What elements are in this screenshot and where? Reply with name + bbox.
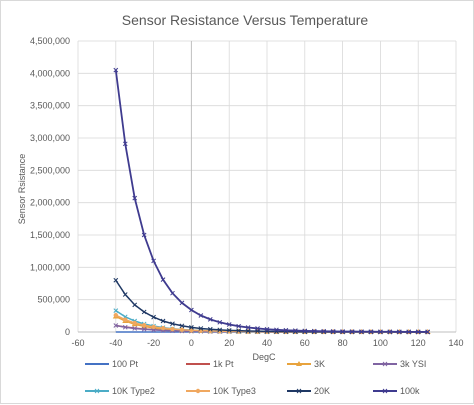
data-point bbox=[133, 303, 137, 307]
x-tick-label: 120 bbox=[411, 338, 426, 348]
y-tick-label: 3,000,000 bbox=[30, 133, 70, 143]
series-100k bbox=[114, 68, 430, 334]
chart-title: Sensor Resistance Versus Temperature bbox=[122, 12, 369, 28]
y-tick-label: 4,000,000 bbox=[30, 68, 70, 78]
y-axis-label: Sensor Rsistance bbox=[17, 154, 27, 225]
x-tick-label: 60 bbox=[300, 338, 310, 348]
legend-item: 10K Type3 bbox=[186, 386, 256, 396]
x-tick-label: 100 bbox=[373, 338, 388, 348]
legend-marker bbox=[196, 389, 200, 393]
legend-label: 10K Type3 bbox=[213, 386, 256, 396]
legend-item: 3K bbox=[287, 359, 325, 369]
x-tick-label: -60 bbox=[71, 338, 84, 348]
x-tick-label: 20 bbox=[224, 338, 234, 348]
y-tick-label: 2,000,000 bbox=[30, 198, 70, 208]
x-tick-label: 40 bbox=[262, 338, 272, 348]
x-tick-label: 0 bbox=[189, 338, 194, 348]
data-point bbox=[142, 323, 146, 327]
y-tick-label: 4,500,000 bbox=[30, 36, 70, 46]
legend-item: 100 Pt bbox=[85, 359, 139, 369]
legend-label: 100 Pt bbox=[112, 359, 139, 369]
y-tick-label: 500,000 bbox=[37, 295, 70, 305]
data-point bbox=[170, 327, 174, 331]
x-axis-label: DegC bbox=[252, 352, 276, 362]
data-point bbox=[123, 318, 127, 322]
legend-item: 10K Type2 bbox=[85, 386, 155, 396]
legend-label: 3K bbox=[314, 359, 325, 369]
legend-label: 100k bbox=[400, 386, 420, 396]
y-tick-label: 0 bbox=[65, 327, 70, 337]
legend-label: 10K Type2 bbox=[112, 386, 155, 396]
series-line bbox=[116, 70, 428, 332]
x-tick-label: -20 bbox=[147, 338, 160, 348]
legend-label: 1k Pt bbox=[213, 359, 234, 369]
legend-label: 3k YSI bbox=[400, 359, 426, 369]
y-tick-label: 3,500,000 bbox=[30, 101, 70, 111]
legend: 100 Pt 1k Pt 3K 3k YSI 10K Type2 10K Type3 20K… bbox=[85, 359, 426, 396]
gridlines bbox=[78, 41, 456, 332]
data-point bbox=[123, 292, 127, 296]
x-tick-label: 80 bbox=[338, 338, 348, 348]
series-line bbox=[116, 280, 428, 332]
data-point bbox=[151, 325, 155, 329]
data-point bbox=[114, 313, 118, 317]
legend-label: 20K bbox=[314, 386, 330, 396]
data-point bbox=[161, 326, 165, 330]
x-tick-label: 140 bbox=[448, 338, 463, 348]
y-tick-label: 1,000,000 bbox=[30, 262, 70, 272]
legend-item: 3k YSI bbox=[373, 359, 426, 369]
series-layer bbox=[113, 68, 431, 334]
axes: 0 500,000 1,000,000 1,500,000 2,000,000 2,500… bbox=[30, 36, 464, 348]
data-point bbox=[133, 321, 137, 325]
x-tick-label: -40 bbox=[109, 338, 122, 348]
legend-item: 1k Pt bbox=[186, 359, 234, 369]
y-tick-label: 1,500,000 bbox=[30, 230, 70, 240]
legend-item: 20K bbox=[287, 386, 330, 396]
y-tick-label: 2,500,000 bbox=[30, 165, 70, 175]
legend-item: 100k bbox=[373, 386, 420, 396]
data-point bbox=[180, 328, 184, 332]
